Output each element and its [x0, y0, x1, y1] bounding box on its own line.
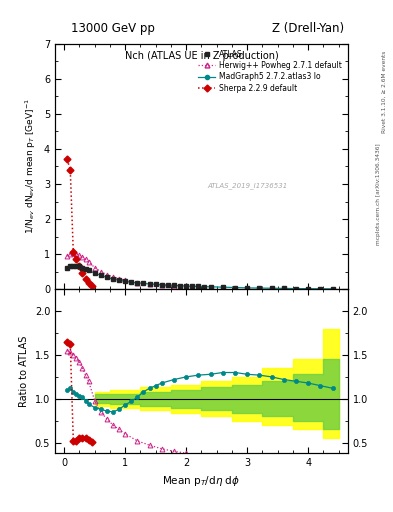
Y-axis label: 1/N$_{ev}$ dN$_{ev}$/d mean p$_T$ [GeV]$^{-1}$: 1/N$_{ev}$ dN$_{ev}$/d mean p$_T$ [GeV]$… — [24, 98, 39, 234]
Text: mcplots.cern.ch [arXiv:1306.3436]: mcplots.cern.ch [arXiv:1306.3436] — [376, 144, 380, 245]
X-axis label: Mean p$_T$/d$\eta$ d$\phi$: Mean p$_T$/d$\eta$ d$\phi$ — [162, 474, 241, 487]
Text: Z (Drell-Yan): Z (Drell-Yan) — [272, 22, 344, 34]
Text: Nch (ATLAS UE in Z production): Nch (ATLAS UE in Z production) — [125, 51, 278, 61]
Text: ATLAS_2019_I1736531: ATLAS_2019_I1736531 — [207, 183, 288, 189]
Y-axis label: Ratio to ATLAS: Ratio to ATLAS — [19, 335, 29, 407]
Legend: ATLAS, Herwig++ Powheg 2.7.1 default, MadGraph5 2.7.2.atlas3 lo, Sherpa 2.2.9 de: ATLAS, Herwig++ Powheg 2.7.1 default, Ma… — [196, 47, 344, 95]
Text: 13000 GeV pp: 13000 GeV pp — [71, 22, 154, 34]
Text: Rivet 3.1.10, ≥ 2.6M events: Rivet 3.1.10, ≥ 2.6M events — [382, 51, 387, 133]
